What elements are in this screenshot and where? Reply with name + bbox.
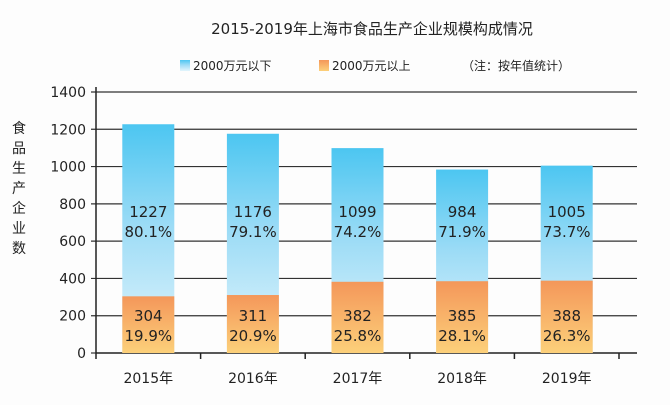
data-label-value-below: 1176 bbox=[234, 203, 272, 221]
bar-above-2000 bbox=[331, 281, 384, 353]
x-tick-label: 2019年 bbox=[542, 371, 592, 387]
legend-swatch-below bbox=[180, 60, 190, 71]
data-label-percent-below: 79.1% bbox=[229, 223, 277, 241]
data-label-value-below: 984 bbox=[448, 203, 477, 221]
data-label-value-above: 304 bbox=[134, 307, 163, 325]
bar-above-2000 bbox=[122, 296, 175, 353]
data-label-value-below: 1099 bbox=[338, 203, 376, 221]
y-axis-label-char: 生 bbox=[12, 161, 26, 177]
y-tick-label: 1400 bbox=[50, 85, 86, 101]
x-tick-label: 2015年 bbox=[123, 371, 173, 387]
y-tick-label: 800 bbox=[59, 197, 86, 213]
data-label-value-below: 1005 bbox=[548, 203, 586, 221]
y-tick-label: 0 bbox=[77, 346, 86, 362]
legend-swatch-above bbox=[319, 60, 329, 71]
legend-label-below: 2000万元以下 bbox=[193, 59, 272, 73]
bar-above-2000 bbox=[540, 280, 593, 353]
x-tick-label: 2017年 bbox=[333, 371, 383, 387]
y-axis-label-char: 业 bbox=[12, 221, 26, 237]
chart-note: （注：按年值统计） bbox=[462, 58, 570, 73]
bar-above-2000 bbox=[436, 281, 489, 353]
y-axis-label-char: 产 bbox=[12, 181, 26, 197]
y-tick-label: 600 bbox=[59, 234, 86, 250]
data-label-value-above: 385 bbox=[448, 307, 477, 325]
data-label-percent-below: 80.1% bbox=[124, 223, 172, 241]
y-axis-label-char: 食 bbox=[12, 120, 26, 137]
data-label-value-above: 388 bbox=[552, 307, 581, 325]
data-label-percent-above: 25.8% bbox=[334, 327, 382, 345]
y-axis-label-char: 数 bbox=[12, 241, 26, 257]
y-axis-label-char: 品 bbox=[12, 141, 26, 157]
data-label-percent-below: 74.2% bbox=[334, 223, 382, 241]
y-tick-label: 1200 bbox=[50, 122, 86, 138]
y-tick-label: 1000 bbox=[50, 160, 86, 176]
y-axis-label-char: 企 bbox=[12, 200, 26, 217]
data-label-percent-above: 28.1% bbox=[438, 327, 486, 345]
data-label-percent-above: 26.3% bbox=[543, 327, 591, 345]
data-label-percent-above: 20.9% bbox=[229, 327, 277, 345]
y-tick-label: 200 bbox=[59, 309, 86, 325]
bar-above-2000 bbox=[226, 295, 279, 353]
chart-title: 2015-2019年上海市食品生产企业规模构成情况 bbox=[211, 20, 533, 38]
data-label-value-below: 1227 bbox=[129, 203, 167, 221]
x-tick-label: 2018年 bbox=[437, 371, 487, 387]
data-label-percent-above: 19.9% bbox=[124, 327, 172, 345]
y-tick-label: 400 bbox=[59, 271, 86, 287]
data-label-value-above: 382 bbox=[343, 307, 372, 325]
x-tick-label: 2016年 bbox=[228, 371, 278, 387]
legend-label-above: 2000万元以上 bbox=[332, 59, 411, 73]
data-label-value-above: 311 bbox=[239, 307, 268, 325]
data-label-percent-below: 73.7% bbox=[543, 223, 591, 241]
data-label-percent-below: 71.9% bbox=[438, 223, 486, 241]
